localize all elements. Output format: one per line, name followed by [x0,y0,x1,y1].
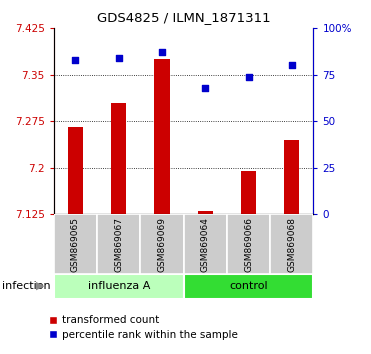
Text: GSM869065: GSM869065 [71,217,80,272]
Bar [54,214,97,274]
Bar [184,214,227,274]
Bar [227,214,270,274]
Legend: transformed count, percentile rank within the sample: transformed count, percentile rank withi… [49,315,238,339]
Text: GSM869064: GSM869064 [201,217,210,272]
Bar [270,214,313,274]
Bar [198,211,213,214]
Point [116,55,122,61]
Point [289,63,295,68]
Title: GDS4825 / ILMN_1871311: GDS4825 / ILMN_1871311 [97,11,270,24]
Point [72,57,78,63]
Text: infection: infection [2,281,50,291]
Bar [284,140,299,214]
Bar [97,214,140,274]
Text: ▶: ▶ [36,281,45,291]
Point [246,74,252,80]
Bar [154,59,170,214]
Text: influenza A: influenza A [88,281,150,291]
Text: GSM869068: GSM869068 [288,217,296,272]
Bar [184,274,313,299]
Text: GSM869066: GSM869066 [244,217,253,272]
Bar [68,127,83,214]
Bar [241,171,256,214]
Bar [54,274,184,299]
Point [159,50,165,55]
Text: GSM869069: GSM869069 [158,217,167,272]
Bar [140,214,184,274]
Point [202,85,208,91]
Text: control: control [229,281,268,291]
Bar [111,103,126,214]
Text: GSM869067: GSM869067 [114,217,123,272]
